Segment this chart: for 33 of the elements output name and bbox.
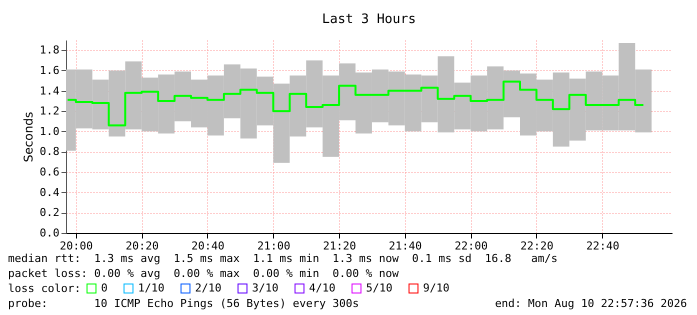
- y-tick-label: 1.0: [40, 124, 60, 138]
- y-tick-label: 1.8: [40, 44, 60, 57]
- x-tick-label: 20:20: [126, 240, 159, 252]
- text: median rtt: 1.3 ms avg 1.5 ms max 1.1 ms min 1.3 ms now 0.1 ms sd 16.8 am/s: [8, 252, 558, 265]
- legend-label: 9/10: [423, 282, 450, 295]
- legend-label: 1/10: [138, 282, 164, 295]
- y-axis-title: Seconds: [22, 112, 36, 162]
- y-tick-label: 0.8: [40, 145, 60, 158]
- x-tick-label: 20:00: [60, 240, 93, 252]
- legend-label: 3/10: [252, 282, 278, 295]
- text: end: Mon Aug 10 22:57:36 2026: [494, 297, 687, 310]
- y-tick-label: 1.2: [40, 104, 60, 118]
- text: packet loss: 0.00 % avg 0.00 % max 0.00 % min 0.00 % now: [8, 267, 399, 280]
- y-tick-label: 1.6: [40, 64, 60, 77]
- legend-label: 2/10: [195, 282, 222, 295]
- x-tick-label: 22:40: [586, 240, 620, 252]
- y-tick-label: 0.0: [40, 226, 60, 240]
- text: probe: 10 ICMP Echo Pings (56 Bytes) every 300s: [8, 297, 359, 310]
- x-tick-label: 22:00: [454, 240, 488, 252]
- chart-title: Last 3 Hours: [322, 12, 416, 27]
- y-tick-label: 1.4: [40, 84, 60, 98]
- legend-label: 5/10: [366, 282, 392, 295]
- x-tick-label: 20:40: [191, 240, 225, 252]
- x-tick-label: 21:40: [388, 240, 422, 252]
- y-tick-label: 0.6: [40, 166, 60, 179]
- x-tick-label: 21:20: [322, 240, 356, 252]
- y-tick-label: 0.4: [40, 186, 60, 199]
- x-tick-label: 21:00: [257, 240, 290, 252]
- legend-label: 4/10: [309, 282, 336, 295]
- legend-label: 0: [101, 282, 108, 295]
- x-tick-label: 22:20: [520, 240, 554, 252]
- y-tick-label: 0.2: [40, 206, 60, 220]
- legend-title: loss color:: [8, 282, 81, 295]
